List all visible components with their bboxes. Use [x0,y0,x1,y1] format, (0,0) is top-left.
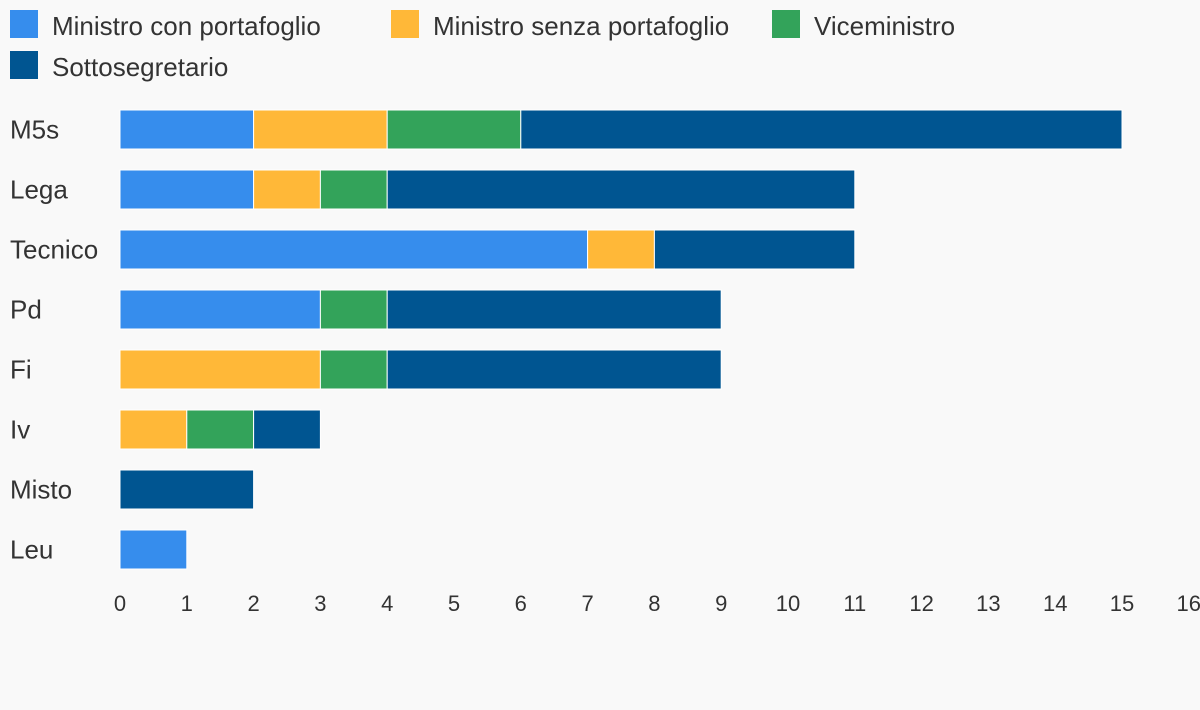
x-tick-label: 16 [1177,591,1200,616]
bar-m5s-ministro-con-portafoglio [119,109,255,150]
legend-swatch [10,51,38,79]
x-tick-label: 4 [381,591,393,616]
category-label-tecnico: Tecnico [10,235,98,265]
x-tick-label: 14 [1043,591,1067,616]
x-tick-label: 5 [448,591,460,616]
x-tick-label: 3 [314,591,326,616]
bar-fi-viceministro [319,349,388,390]
bar-m5s-ministro-senza-portafoglio [253,109,388,150]
bar-leu-ministro-con-portafoglio [119,529,188,570]
x-tick-label: 10 [776,591,800,616]
x-tick-label: 2 [247,591,259,616]
bar-fi-sottosegretario [386,349,722,390]
bar-lega-sottosegretario [386,169,856,210]
x-tick-label: 7 [581,591,593,616]
legend-label: Viceministro [814,11,956,41]
x-tick-label: 12 [909,591,933,616]
bar-tecnico-ministro-con-portafoglio [119,229,589,270]
category-label-lega: Lega [10,175,68,205]
legend-item-viceministro: Viceministro [772,8,955,44]
legend-swatch [772,10,800,38]
bar-fi-ministro-senza-portafoglio [119,349,321,390]
bar-misto-sottosegretario [119,469,255,510]
bar-tecnico-ministro-senza-portafoglio [587,229,655,270]
x-tick-label: 9 [715,591,727,616]
bar-iv-sottosegretario [253,409,321,450]
bar-lega-ministro-senza-portafoglio [253,169,321,210]
bar-lega-viceministro [319,169,388,210]
bar-iv-viceministro [186,409,255,450]
category-label-iv: Iv [10,415,30,445]
bar-m5s-viceministro [386,109,522,150]
x-tick-label: 15 [1110,591,1134,616]
category-label-leu: Leu [10,535,53,565]
bar-m5s-sottosegretario [520,109,1123,150]
legend-item-ministro-senza-portafoglio: Ministro senza portafoglio [391,8,729,44]
x-tick-label: 11 [843,591,866,616]
legend-swatch [10,10,38,38]
x-tick-label: 0 [114,591,126,616]
bar-pd-viceministro [319,289,388,330]
bar-pd-ministro-con-portafoglio [119,289,321,330]
category-label-m5s: M5s [10,115,59,145]
legend-label: Ministro con portafoglio [52,11,321,41]
legend-item-ministro-con-portafoglio: Ministro con portafoglio [10,8,321,44]
legend-label: Ministro senza portafoglio [433,11,730,41]
category-label-misto: Misto [10,475,72,505]
bar-pd-sottosegretario [386,289,722,330]
category-label-fi: Fi [10,355,32,385]
x-tick-label: 1 [181,591,193,616]
legend-item-sottosegretario: Sottosegretario [10,49,228,85]
x-tick-label: 8 [648,591,660,616]
bar-iv-ministro-senza-portafoglio [119,409,188,450]
legend-swatch [391,10,419,38]
legend-label: Sottosegretario [52,52,229,82]
x-tick-label: 6 [515,591,527,616]
bar-lega-ministro-con-portafoglio [119,169,255,210]
category-label-pd: Pd [10,295,42,325]
bar-tecnico-sottosegretario [653,229,856,270]
x-tick-label: 13 [976,591,1000,616]
